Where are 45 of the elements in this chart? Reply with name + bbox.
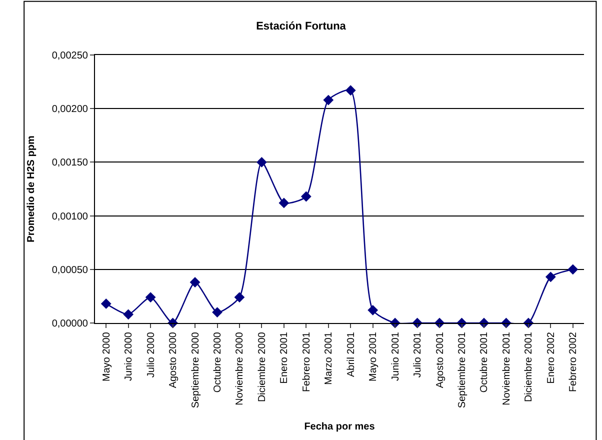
chart-title: Estación Fortuna bbox=[256, 20, 347, 33]
x-tick-label: Octubre 2001 bbox=[479, 332, 490, 393]
x-tick-label: Enero 2002 bbox=[546, 332, 557, 384]
point bbox=[212, 307, 222, 318]
x-tick-label: Julio 2001 bbox=[412, 332, 424, 378]
x-tick-label: Junio 2001 bbox=[390, 332, 402, 381]
x-tick-label: Febrero 2001 bbox=[301, 332, 312, 392]
x-tick-label: Junio 2000 bbox=[124, 332, 135, 381]
x-tick-label: Noviembre 2000 bbox=[234, 332, 246, 406]
point bbox=[278, 198, 290, 208]
x-tick-label: Mayo 2000 bbox=[101, 332, 112, 382]
point bbox=[234, 292, 245, 302]
x-tick-label: Enero 2001 bbox=[279, 332, 290, 384]
point bbox=[145, 292, 156, 302]
y-tick-label: 0,00150 bbox=[52, 158, 88, 169]
point bbox=[345, 85, 356, 96]
point bbox=[300, 191, 312, 202]
point bbox=[568, 264, 578, 275]
x-tick-label: Septiembre 2001 bbox=[457, 332, 468, 408]
x-tick-label: Febrero 2002 bbox=[568, 332, 580, 392]
point bbox=[256, 157, 267, 168]
x-tick-label: Agosto 2000 bbox=[168, 332, 180, 388]
x-tick-label: Noviembre 2001 bbox=[501, 332, 512, 406]
x-tick-label: Marzo 2001 bbox=[324, 332, 335, 385]
point bbox=[545, 272, 556, 282]
x-tick-label: Octubre 2000 bbox=[212, 332, 224, 393]
y-tick-label: 0,00200 bbox=[52, 104, 88, 116]
point bbox=[190, 277, 200, 288]
y-tick-label: 0,00250 bbox=[52, 50, 88, 62]
x-tick-label: Septiembre 2000 bbox=[190, 332, 202, 408]
point bbox=[368, 304, 378, 316]
point bbox=[323, 94, 334, 106]
point bbox=[123, 309, 134, 320]
x-tick-label: Diciembre 2000 bbox=[256, 332, 268, 402]
y-tick-label: 0,00000 bbox=[52, 318, 88, 330]
x-tick-label: Diciembre 2001 bbox=[524, 332, 535, 402]
x-tick-label: Abril 2001 bbox=[346, 332, 357, 378]
x-tick-label: Julio 2000 bbox=[146, 332, 157, 378]
y-tick-label: 0,00100 bbox=[52, 211, 88, 222]
x-tick-label: Mayo 2001 bbox=[368, 332, 380, 382]
x-axis-title: Fecha por mes bbox=[304, 422, 376, 433]
x-tick-label: Agosto 2001 bbox=[434, 332, 446, 388]
y-axis-title: Promedio de H2S ppm bbox=[26, 136, 37, 242]
y-tick-label: 0,00050 bbox=[52, 264, 88, 276]
point bbox=[100, 298, 112, 309]
